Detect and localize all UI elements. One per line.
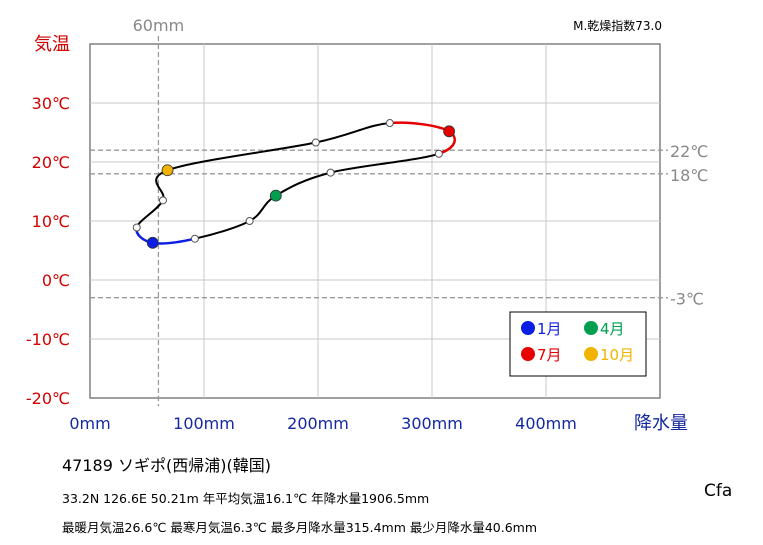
- station-info-line2: 最暖月気温26.6℃ 最寒月気温6.3℃ 最多月降水量315.4mm 最少月降水…: [62, 520, 538, 535]
- legend-marker-7: [521, 347, 535, 361]
- reference-label--3: -3℃: [670, 290, 704, 309]
- reference-label-60mm: 60mm: [133, 16, 185, 35]
- x-tick-label: 400mm: [515, 414, 577, 433]
- month-point-9: [311, 138, 320, 147]
- reference-label-18: 18℃: [670, 166, 708, 185]
- month-point-4: [269, 189, 282, 202]
- legend-label-1: 1月: [537, 320, 562, 338]
- y-tick-label: -10℃: [26, 330, 70, 349]
- y-tick-label: 10℃: [32, 212, 70, 231]
- reference-label-22: 22℃: [670, 142, 708, 161]
- station-info-line1: 33.2N 126.6E 50.21m 年平均気温16.1℃ 年降水量1906.…: [62, 491, 430, 506]
- x-tick-label: 100mm: [173, 414, 235, 433]
- x-axis-title: 降水量: [634, 413, 688, 434]
- y-tick-label: 0℃: [42, 271, 70, 290]
- x-tick-label: 200mm: [287, 414, 349, 433]
- climograph-segment-8-9: [315, 122, 390, 144]
- climate-class: Cfa: [704, 481, 733, 501]
- month-point-11: [158, 196, 167, 205]
- month-point-2: [190, 234, 199, 243]
- legend-label-4: 4月: [600, 320, 625, 338]
- x-tick-label: 0mm: [69, 414, 110, 433]
- month-point-7: [443, 125, 456, 138]
- legend-label-7: 7月: [537, 346, 562, 364]
- x-tick-label: 300mm: [401, 414, 463, 433]
- month-point-3: [245, 217, 254, 225]
- dryness-index-label: M.乾燥指数73.0: [573, 18, 662, 33]
- climograph-segment-5-6: [330, 152, 440, 174]
- y-tick-label: 30℃: [32, 94, 70, 113]
- month-point-8: [385, 119, 394, 128]
- month-point-10: [161, 164, 174, 177]
- month-point-12: [132, 223, 141, 232]
- legend-marker-10: [584, 347, 598, 361]
- climograph-segment-2-3: [194, 220, 251, 240]
- month-point-1: [146, 236, 159, 249]
- month-point-6: [434, 149, 443, 158]
- y-tick-label: 20℃: [32, 153, 70, 172]
- legend-marker-1: [521, 321, 535, 335]
- climograph-segment-9-10: [167, 141, 316, 172]
- y-tick-label: -20℃: [26, 389, 70, 408]
- legend-marker-4: [584, 321, 598, 335]
- legend-label-10: 10月: [600, 346, 634, 364]
- legend-box: [509, 311, 647, 377]
- station-name: 47189 ソギポ(西帰浦)(韓国): [62, 456, 271, 475]
- y-axis-title: 気温: [34, 34, 70, 55]
- month-point-5: [326, 168, 335, 177]
